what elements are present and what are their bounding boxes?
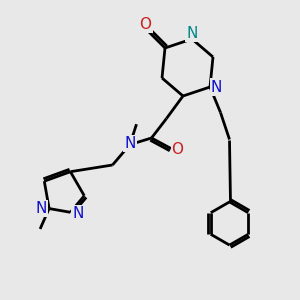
Text: N: N [124,136,136,151]
Text: N: N [36,201,47,216]
Text: O: O [140,17,152,32]
Text: N: N [211,80,222,94]
Text: N: N [72,206,84,221]
Text: H: H [191,24,200,38]
Text: O: O [172,142,184,158]
Text: N: N [186,26,198,41]
